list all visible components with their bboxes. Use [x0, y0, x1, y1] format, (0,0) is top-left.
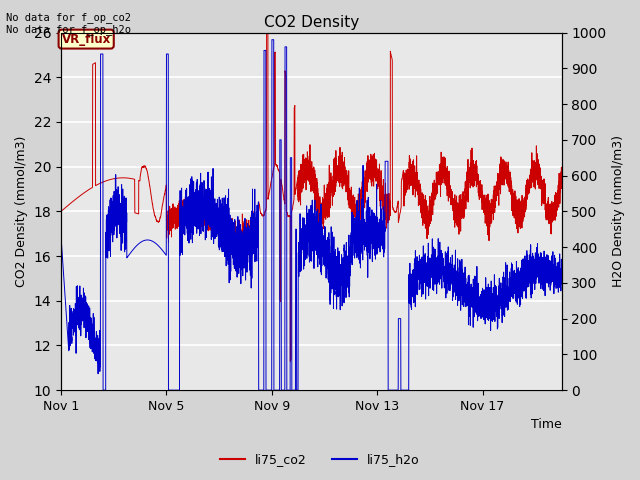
- Title: CO2 Density: CO2 Density: [264, 15, 359, 30]
- Text: No data for f_op_co2
No data for f_op_h2o: No data for f_op_co2 No data for f_op_h2…: [6, 12, 131, 36]
- Y-axis label: CO2 Density (mmol/m3): CO2 Density (mmol/m3): [15, 136, 28, 287]
- Legend: li75_co2, li75_h2o: li75_co2, li75_h2o: [215, 448, 425, 471]
- Y-axis label: H2O Density (mmol/m3): H2O Density (mmol/m3): [612, 135, 625, 288]
- X-axis label: Time: Time: [531, 419, 561, 432]
- Text: VR_flux: VR_flux: [61, 33, 111, 46]
